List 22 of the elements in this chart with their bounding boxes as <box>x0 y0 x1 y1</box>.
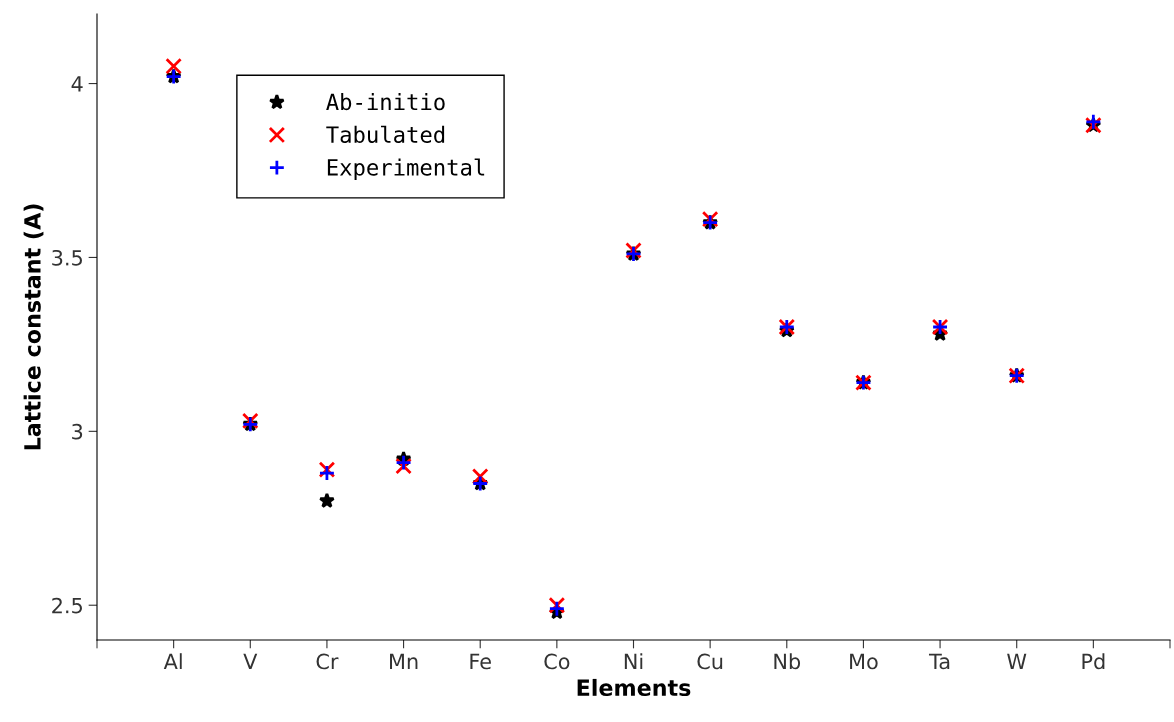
x-tick-label: Fe <box>470 653 491 670</box>
x-tick-label: Ni <box>624 653 643 670</box>
y-tick-label: 2.5 <box>52 597 82 614</box>
x-tick-label: Cr <box>316 653 339 670</box>
legend-label: Tabulated <box>326 125 445 144</box>
x-tick-label: W <box>1007 653 1027 670</box>
x-axis-title: Elements <box>577 678 691 697</box>
x-tick-label: V <box>243 653 258 670</box>
x-tick-label: Mo <box>850 653 878 670</box>
x-tick-label: Pd <box>1082 653 1105 670</box>
x-tick-label: Nb <box>774 653 801 670</box>
legend-label: Experimental <box>327 158 485 181</box>
legend-label: Ab-initio <box>326 93 445 111</box>
x-tick-label: Al <box>163 653 182 670</box>
y-tick-label: 3.5 <box>52 249 82 266</box>
y-tick-label: 4 <box>71 76 83 92</box>
x-tick-label: Cu <box>697 653 723 670</box>
x-tick-label: Co <box>544 653 570 670</box>
x-tick-label: Ta <box>928 653 950 670</box>
x-tick-label: Mn <box>390 653 418 670</box>
y-tick-label: 3 <box>72 423 83 440</box>
y-axis-title: Lattice constant (A) <box>23 204 44 450</box>
